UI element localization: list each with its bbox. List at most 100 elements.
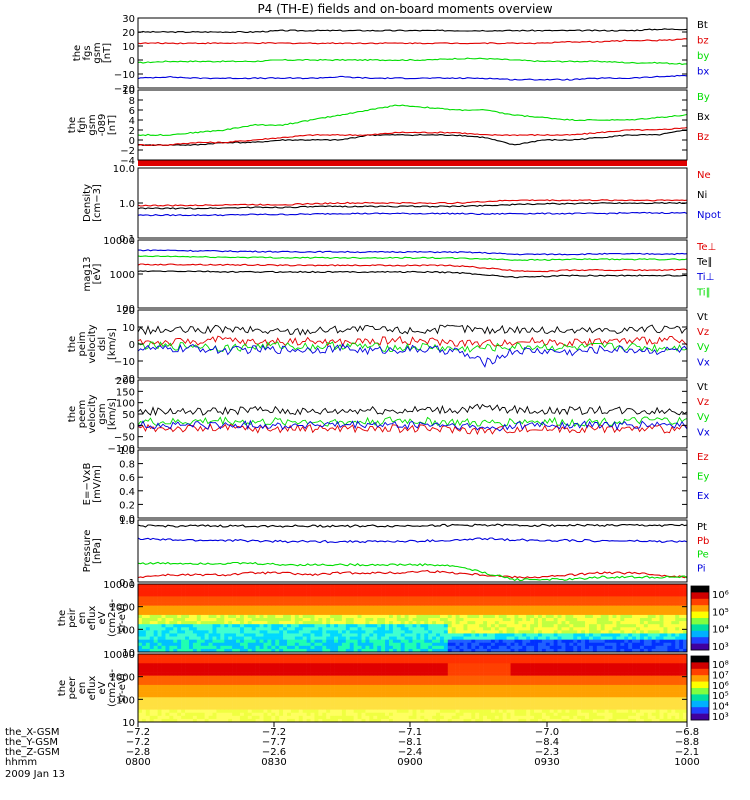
heatmap-cell xyxy=(208,715,213,720)
heatmap-cell xyxy=(561,639,566,644)
heatmap-cell xyxy=(153,611,158,616)
heatmap-cell xyxy=(600,636,605,640)
heatmap-cell xyxy=(604,584,609,588)
heatmap-cell xyxy=(228,645,233,650)
heatmap-cell xyxy=(620,602,625,606)
series-line-Pb xyxy=(137,569,688,579)
heatmap-cell xyxy=(216,593,221,597)
heatmap-cell xyxy=(287,596,292,600)
heatmap-cell xyxy=(683,630,688,634)
heatmap-cell xyxy=(530,627,535,631)
heatmap-cell xyxy=(369,636,374,640)
heatmap-cell xyxy=(643,602,649,606)
heatmap-cell xyxy=(232,593,237,597)
heatmap-cell xyxy=(381,694,386,698)
heatmap-cell xyxy=(188,703,194,707)
heatmap-cell xyxy=(420,681,425,686)
heatmap-cell xyxy=(455,593,460,597)
heatmap-cell xyxy=(177,642,182,647)
heatmap-cell xyxy=(451,608,456,613)
heatmap-cell xyxy=(381,587,386,591)
heatmap-cell xyxy=(404,596,409,600)
heatmap-cell xyxy=(314,605,319,610)
heatmap-cell xyxy=(373,657,378,661)
heatmap-cell xyxy=(463,648,468,653)
heatmap-cell xyxy=(639,642,645,647)
y-axis-label-line: peem xyxy=(77,400,88,428)
heatmap-cell xyxy=(675,605,680,610)
heatmap-cell xyxy=(475,584,480,588)
heatmap-cell xyxy=(212,681,217,686)
heatmap-cell xyxy=(314,694,319,698)
heatmap-cell xyxy=(636,608,641,613)
heatmap-cell xyxy=(294,684,300,689)
heatmap-cell xyxy=(153,584,158,588)
heatmap-cell xyxy=(388,584,394,588)
heatmap-cell xyxy=(373,636,378,640)
heatmap-cell xyxy=(298,681,303,686)
heatmap-cell xyxy=(216,611,221,616)
heatmap-cell xyxy=(365,706,370,710)
heatmap-cell xyxy=(357,639,362,644)
heatmap-cell xyxy=(679,639,684,644)
heatmap-cell xyxy=(534,599,539,603)
heatmap-cell xyxy=(416,657,421,661)
heatmap-cell xyxy=(185,715,190,720)
heatmap-cell xyxy=(408,660,413,664)
heatmap-cell xyxy=(314,608,319,613)
heatmap-cell xyxy=(322,715,327,720)
heatmap-cell xyxy=(138,645,143,650)
heatmap-cell xyxy=(636,593,641,597)
heatmap-cell xyxy=(569,648,574,653)
heatmap-cell xyxy=(565,596,570,600)
heatmap-cell xyxy=(310,614,315,619)
heatmap-cell xyxy=(651,627,656,631)
heatmap-cell xyxy=(361,663,366,667)
heatmap-cell xyxy=(138,715,143,720)
heatmap-cell xyxy=(439,630,445,634)
heatmap-cell xyxy=(388,596,394,600)
heatmap-cell xyxy=(153,636,158,640)
heatmap-cell xyxy=(416,688,421,692)
heatmap-cell xyxy=(298,624,303,628)
heatmap-cell xyxy=(165,718,170,723)
heatmap-cell xyxy=(181,614,186,619)
heatmap-cell xyxy=(157,630,162,634)
heatmap-cell xyxy=(181,599,186,603)
heatmap-cell xyxy=(526,584,531,588)
heatmap-cell xyxy=(400,624,405,628)
heatmap-cell xyxy=(169,718,174,723)
heatmap-cell xyxy=(624,639,629,644)
heatmap-cell xyxy=(428,666,433,670)
heatmap-cell xyxy=(247,709,253,714)
heatmap-cell xyxy=(683,614,688,619)
heatmap-cell xyxy=(302,657,307,661)
heatmap-cell xyxy=(279,684,284,689)
heatmap-cell xyxy=(302,684,307,689)
heatmap-cell xyxy=(537,648,543,653)
heatmap-cell xyxy=(239,602,245,606)
heatmap-cell xyxy=(428,621,433,625)
heatmap-cell xyxy=(330,675,335,680)
heatmap-cell xyxy=(200,691,205,695)
heatmap-cell xyxy=(334,639,339,644)
heatmap-cell xyxy=(377,669,382,673)
heatmap-cell xyxy=(314,684,319,689)
heatmap-cell xyxy=(573,648,578,653)
heatmap-cell xyxy=(655,642,660,647)
heatmap-cell xyxy=(541,639,547,644)
heatmap-cell xyxy=(620,614,625,619)
heatmap-cell xyxy=(396,627,402,631)
heatmap-cell xyxy=(373,709,378,714)
heatmap-cell xyxy=(243,688,249,692)
heatmap-cell xyxy=(530,584,535,588)
heatmap-cell xyxy=(569,630,574,634)
heatmap-cell xyxy=(177,697,182,701)
heatmap-cell xyxy=(314,675,319,680)
heatmap-cell xyxy=(188,636,194,640)
heatmap-cell xyxy=(271,645,276,650)
heatmap-cell xyxy=(326,672,331,676)
heatmap-cell xyxy=(188,709,194,714)
heatmap-cell xyxy=(506,645,511,650)
heatmap-cell xyxy=(412,678,417,683)
